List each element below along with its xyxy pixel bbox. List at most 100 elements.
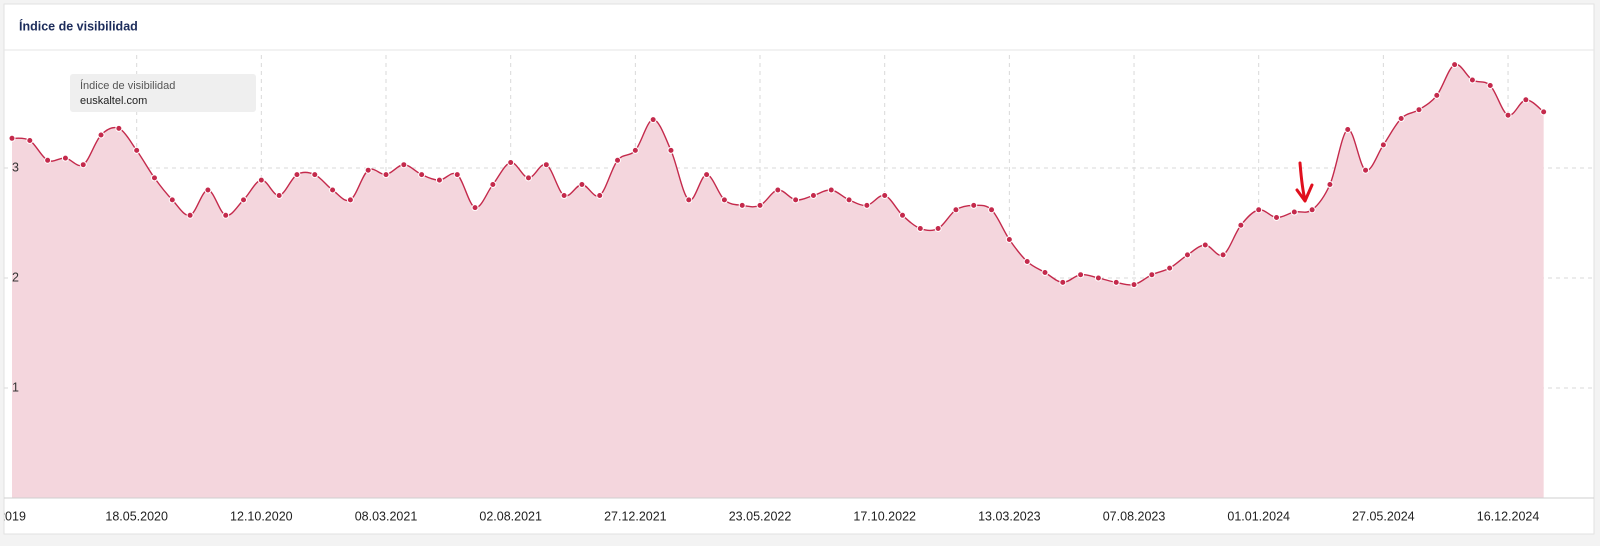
plot: 2019 18.05.2020 12.10.2020 08.03.2021 02.08.… xyxy=(0,55,1594,523)
x-tick-label: 2019 xyxy=(0,509,26,523)
marker xyxy=(311,171,319,179)
marker xyxy=(1308,206,1316,214)
marker xyxy=(471,204,479,212)
marker xyxy=(418,171,426,179)
marker xyxy=(79,161,87,169)
marker xyxy=(1504,111,1512,119)
marker xyxy=(560,192,568,199)
marker xyxy=(578,181,586,188)
marker xyxy=(1255,206,1263,214)
marker xyxy=(275,192,283,199)
x-tick-label: 01.01.2024 xyxy=(1227,509,1290,523)
marker xyxy=(899,211,906,219)
marker xyxy=(1344,126,1352,133)
marker xyxy=(845,196,853,204)
marker xyxy=(364,166,372,174)
x-tick-label: 23.05.2022 xyxy=(729,509,792,523)
marker xyxy=(115,124,123,132)
y-tick-label: 2 xyxy=(12,270,19,284)
marker xyxy=(1237,221,1245,229)
marker xyxy=(809,192,817,199)
marker xyxy=(133,146,141,154)
marker xyxy=(1112,278,1120,286)
marker xyxy=(329,186,337,194)
marker xyxy=(667,146,675,154)
marker xyxy=(542,161,550,169)
marker xyxy=(26,137,34,144)
marker xyxy=(916,225,924,232)
marker xyxy=(720,196,728,204)
marker xyxy=(1290,208,1298,216)
x-tick-label: 02.08.2021 xyxy=(479,509,542,523)
marker xyxy=(685,196,693,204)
marker xyxy=(186,211,194,219)
marker xyxy=(222,211,230,219)
marker xyxy=(97,131,105,139)
marker xyxy=(1379,141,1387,149)
marker xyxy=(1077,271,1085,279)
marker xyxy=(1397,115,1405,122)
marker xyxy=(649,116,657,124)
marker xyxy=(150,174,158,182)
annotation-arrow xyxy=(1295,161,1314,203)
marker xyxy=(44,156,52,164)
x-tick-label: 27.05.2024 xyxy=(1352,509,1415,523)
x-tick-label: 18.05.2020 xyxy=(105,509,168,523)
marker xyxy=(596,192,604,199)
marker xyxy=(774,186,782,194)
marker xyxy=(703,171,711,179)
marker xyxy=(988,206,996,214)
marker xyxy=(952,206,960,214)
x-tick-label: 12.10.2020 xyxy=(230,509,293,523)
marker xyxy=(1451,61,1459,69)
area xyxy=(12,64,1544,498)
marker xyxy=(1148,271,1156,279)
y-tick-label: 1 xyxy=(12,380,19,394)
marker xyxy=(1094,274,1102,282)
marker xyxy=(240,196,248,204)
marker xyxy=(61,154,69,162)
marker xyxy=(1183,251,1191,259)
marker xyxy=(970,201,978,209)
x-tick-label: 13.03.2023 xyxy=(978,509,1041,523)
marker xyxy=(293,171,301,179)
marker xyxy=(1005,236,1013,243)
marker xyxy=(1130,281,1138,289)
marker xyxy=(1219,251,1227,259)
marker xyxy=(1362,166,1370,174)
marker xyxy=(1273,214,1281,221)
x-tick-label: 17.10.2022 xyxy=(853,509,916,523)
x-tick-label: 27.12.2021 xyxy=(604,509,667,523)
chart-title: Índice de visibilidad xyxy=(19,18,138,33)
x-tick-label: 07.08.2023 xyxy=(1103,509,1166,523)
marker xyxy=(1201,241,1209,249)
marker xyxy=(827,186,835,194)
marker xyxy=(1326,181,1334,188)
marker xyxy=(631,146,639,154)
marker xyxy=(168,196,176,204)
marker xyxy=(382,171,390,179)
marker xyxy=(792,196,800,204)
marker xyxy=(346,196,354,204)
marker xyxy=(1522,96,1530,104)
x-tick-label: 08.03.2021 xyxy=(355,509,418,523)
marker xyxy=(1059,278,1067,286)
marker xyxy=(756,201,764,209)
marker xyxy=(1041,269,1049,276)
marker xyxy=(1486,82,1494,89)
marker xyxy=(1415,106,1423,114)
marker xyxy=(1433,91,1441,99)
marker xyxy=(934,225,942,232)
marker xyxy=(1166,264,1174,272)
marker xyxy=(489,181,497,188)
marker xyxy=(524,174,532,182)
marker xyxy=(8,134,16,142)
marker xyxy=(738,201,746,209)
y-tick-label: 3 xyxy=(12,160,19,174)
marker xyxy=(863,201,871,209)
marker xyxy=(204,186,212,194)
marker xyxy=(614,156,622,164)
marker xyxy=(400,161,408,169)
x-tick-label: 16.12.2024 xyxy=(1477,509,1540,523)
